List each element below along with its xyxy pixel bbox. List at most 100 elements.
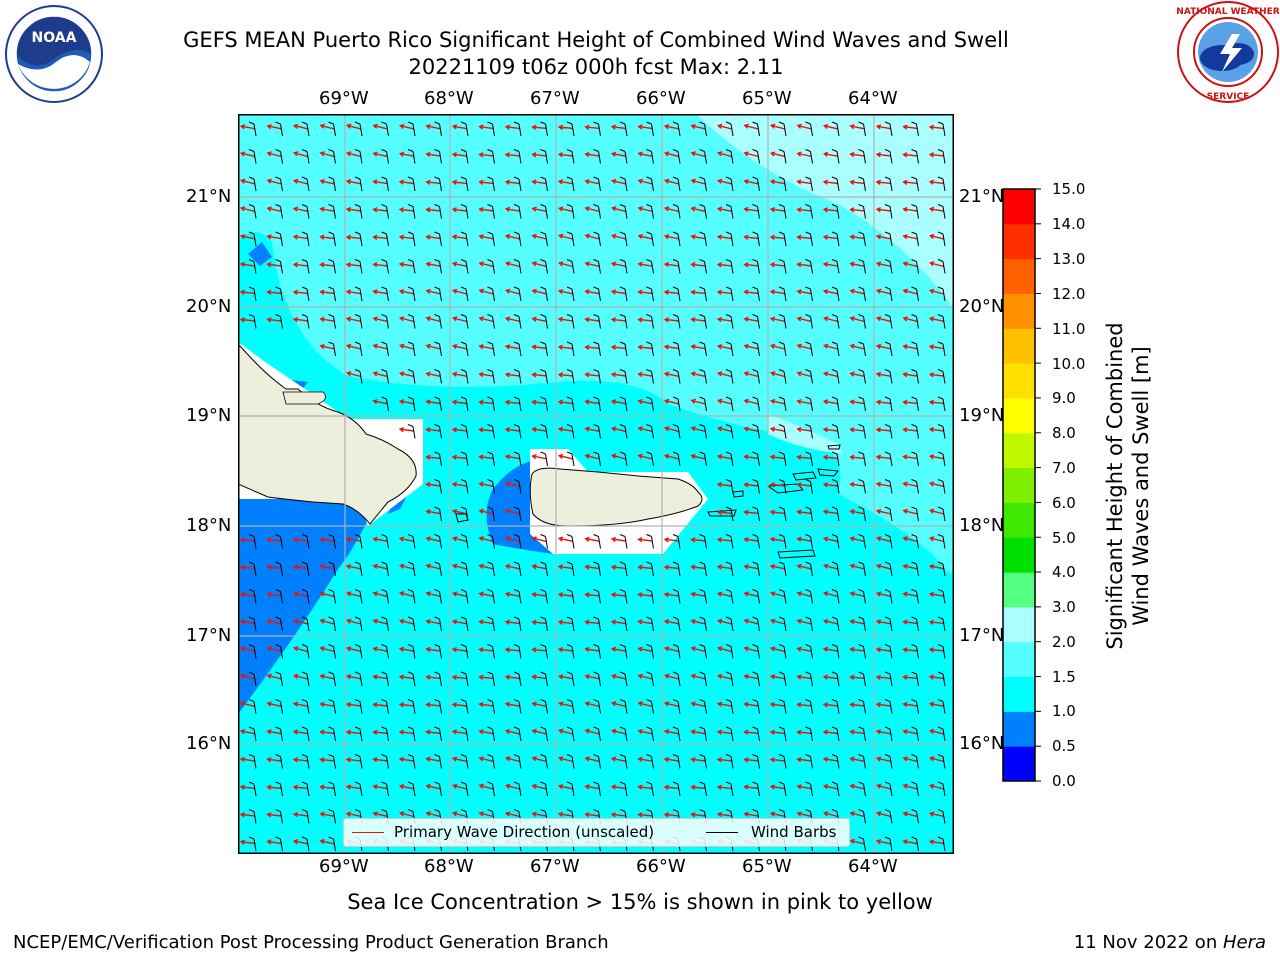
wind-barb xyxy=(407,534,416,549)
wave-direction-arrow xyxy=(875,702,892,708)
wave-direction-arrow xyxy=(292,178,309,185)
wave-direction-arrow xyxy=(584,178,600,185)
wave-direction-arrow xyxy=(822,151,839,157)
wind-barb xyxy=(301,754,310,769)
wave-direction-arrow xyxy=(319,343,335,350)
wind-barb xyxy=(699,314,707,329)
wind-barb xyxy=(434,286,442,302)
wind-barb xyxy=(460,616,469,632)
wave-direction-arrow xyxy=(504,811,521,818)
wind-barb xyxy=(434,369,442,384)
wind-barb xyxy=(540,149,548,164)
wind-barb xyxy=(937,231,946,247)
cbar-tick-1.0: 1.0 xyxy=(1052,702,1076,720)
wind-barb xyxy=(884,561,893,577)
wind-barb xyxy=(831,506,840,522)
wind-barb xyxy=(434,341,442,357)
wave-direction-arrow xyxy=(743,316,759,322)
wind-barb xyxy=(911,671,919,687)
gridlines xyxy=(238,114,954,854)
wind-barb xyxy=(778,286,787,302)
footer-host: Hera xyxy=(1222,932,1266,953)
wave-direction-arrow xyxy=(902,674,918,680)
wave-direction-arrow xyxy=(398,618,415,625)
wave-direction-arrow xyxy=(743,289,759,295)
wave-direction-arrow xyxy=(769,289,786,295)
wave-direction-arrow xyxy=(345,289,362,295)
wind-barb xyxy=(884,616,893,632)
wind-barb xyxy=(725,176,734,192)
wind-barb xyxy=(858,204,866,219)
wind-barb xyxy=(275,149,283,164)
footer-date-text: 11 Nov 2022 on xyxy=(1073,932,1223,953)
wave-direction-arrow xyxy=(928,508,945,515)
wave-direction-arrow xyxy=(875,647,892,653)
wind-barb xyxy=(699,534,707,549)
wave-direction-arrow xyxy=(690,453,706,460)
wind-barb xyxy=(884,506,893,522)
wave-direction-arrow xyxy=(663,564,680,570)
wave-direction-arrow xyxy=(716,811,733,818)
wave-direction-arrow xyxy=(584,316,600,323)
wave-direction-arrow xyxy=(716,537,733,543)
wave-direction-arrow xyxy=(796,702,812,708)
wind-barb xyxy=(328,176,336,192)
wave-direction-arrow xyxy=(584,206,600,213)
wave-direction-arrow xyxy=(345,179,362,185)
colorbar-bin xyxy=(1003,537,1035,573)
wind-barb xyxy=(858,286,866,302)
wind-barb xyxy=(487,314,495,329)
wind-barb xyxy=(831,644,840,659)
wind-barb xyxy=(619,754,628,769)
wave-direction-arrow xyxy=(769,729,786,735)
wind-barb xyxy=(725,369,734,384)
wind-barb xyxy=(328,726,336,742)
wave-direction-arrow xyxy=(584,399,600,405)
wave-direction-arrow xyxy=(637,701,653,708)
wave-direction-arrow xyxy=(398,179,415,185)
wind-barb xyxy=(646,396,654,412)
wave-direction-arrow xyxy=(637,673,653,680)
wind-barb xyxy=(937,451,946,467)
wave-direction-arrow xyxy=(266,564,282,570)
wind-barb xyxy=(540,616,548,632)
wind-barb xyxy=(937,369,946,384)
wave-direction-arrow xyxy=(743,234,759,240)
wave-direction-arrow xyxy=(478,481,494,487)
wave-direction-arrow xyxy=(849,563,865,570)
wind-barb xyxy=(619,396,628,412)
wave-direction-arrow xyxy=(319,811,335,817)
wave-direction-arrow xyxy=(372,179,388,185)
wave-direction-arrow xyxy=(902,756,918,763)
colorbar-title-line2: Wind Waves and Swell [m] xyxy=(1129,346,1153,626)
wind-barb xyxy=(858,506,866,522)
wave-direction-arrow xyxy=(902,179,918,185)
wave-direction-arrow xyxy=(319,618,335,625)
colorbar-bin xyxy=(1003,572,1035,608)
wave-direction-arrow xyxy=(822,563,839,570)
wave-direction-arrow xyxy=(716,673,733,680)
wave-direction-arrow xyxy=(292,618,309,625)
wind-barb xyxy=(460,231,469,247)
wind-barb xyxy=(407,671,416,687)
wave-direction-arrow xyxy=(451,343,468,350)
wind-barb xyxy=(884,699,893,714)
wind-barb xyxy=(593,699,601,714)
wave-direction-arrow xyxy=(425,536,441,543)
wave-direction-arrow xyxy=(478,371,494,378)
wind-barb xyxy=(354,589,363,604)
wave-direction-arrow xyxy=(743,673,759,680)
wave-direction-arrow xyxy=(875,261,892,268)
wind-barb xyxy=(778,726,787,742)
wave-direction-arrow xyxy=(504,344,521,350)
wave-direction-arrow xyxy=(425,481,441,488)
wind-barb xyxy=(778,121,787,137)
wave-direction-arrow xyxy=(504,619,521,625)
wave-direction-arrow xyxy=(557,674,574,680)
wave-direction-arrow xyxy=(743,454,759,460)
wave-direction-arrow xyxy=(822,618,839,625)
wave-direction-arrow xyxy=(928,701,945,707)
wind-barb xyxy=(699,286,707,302)
cbar-tick-13.0: 13.0 xyxy=(1052,250,1086,268)
wind-barb xyxy=(593,754,601,769)
